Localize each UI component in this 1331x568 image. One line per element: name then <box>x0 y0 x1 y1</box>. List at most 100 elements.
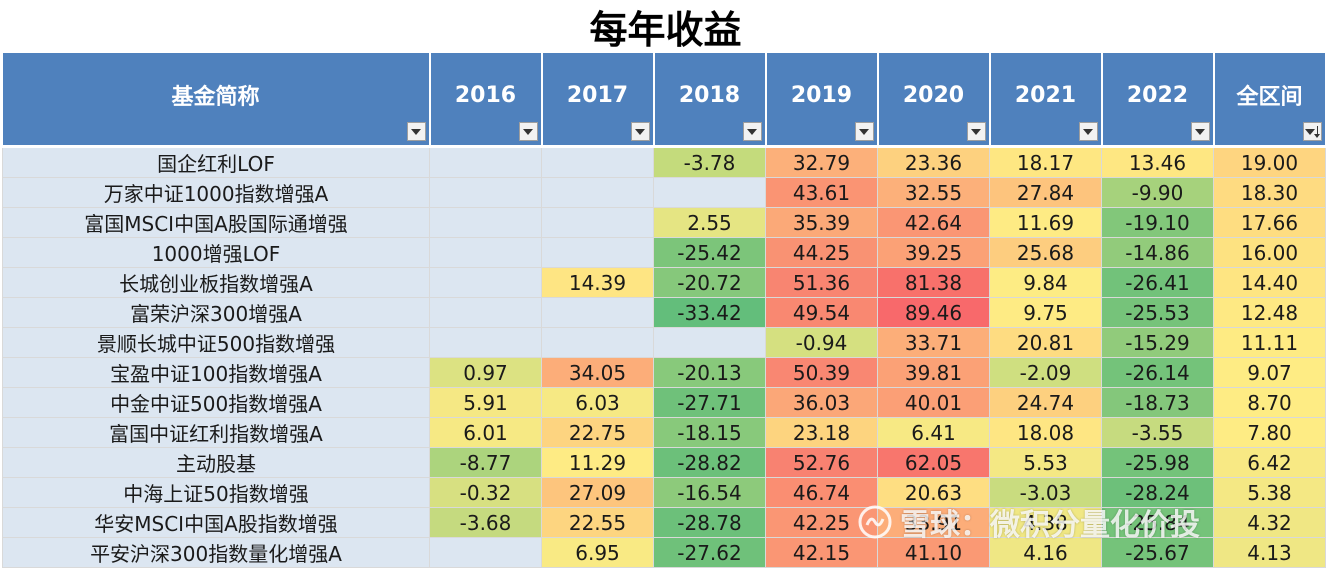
return-cell[interactable]: 4.38 <box>989 507 1102 538</box>
return-cell[interactable] <box>429 177 542 208</box>
fund-name-cell[interactable]: 国企红利LOF <box>2 145 430 178</box>
return-cell[interactable]: 23.18 <box>765 417 878 448</box>
return-cell[interactable]: -25.67 <box>1101 537 1214 568</box>
return-cell[interactable]: 11.29 <box>541 447 654 478</box>
fund-name-cell[interactable]: 平安沪深300指数量化增强A <box>2 537 430 568</box>
return-cell[interactable]: 4.32 <box>1213 507 1326 538</box>
return-cell[interactable]: -3.55 <box>1101 417 1214 448</box>
fund-name-cell[interactable]: 富荣沪深300增强A <box>2 297 430 328</box>
return-cell[interactable]: -28.82 <box>653 447 766 478</box>
return-cell[interactable]: -3.78 <box>653 145 766 178</box>
return-cell[interactable]: 14.40 <box>1213 267 1326 298</box>
return-cell[interactable]: -28.24 <box>1101 477 1214 508</box>
return-cell[interactable]: 18.30 <box>1213 177 1326 208</box>
return-cell[interactable]: -14.86 <box>1101 237 1214 268</box>
return-cell[interactable]: -19.10 <box>1101 207 1214 238</box>
return-cell[interactable]: 8.70 <box>1213 387 1326 418</box>
return-cell[interactable] <box>541 177 654 208</box>
return-cell[interactable]: 42.15 <box>765 537 878 568</box>
return-cell[interactable]: 42.25 <box>765 507 878 538</box>
return-cell[interactable] <box>429 297 542 328</box>
return-cell[interactable]: 0.97 <box>429 357 542 388</box>
return-cell[interactable] <box>429 207 542 238</box>
return-cell[interactable]: 27.84 <box>989 177 1102 208</box>
return-cell[interactable]: 39.81 <box>877 357 990 388</box>
fund-name-cell[interactable]: 中金中证500指数增强A <box>2 387 430 418</box>
return-cell[interactable]: 9.84 <box>989 267 1102 298</box>
return-cell[interactable]: 52.76 <box>765 447 878 478</box>
return-cell[interactable]: 2.55 <box>653 207 766 238</box>
fund-name-cell[interactable]: 景顺长城中证500指数增强 <box>2 327 430 358</box>
return-cell[interactable]: 33.71 <box>877 327 990 358</box>
filter-dropdown-button[interactable] <box>966 122 986 141</box>
return-cell[interactable]: 11.69 <box>989 207 1102 238</box>
return-cell[interactable]: -20.13 <box>653 357 766 388</box>
filter-dropdown-button[interactable] <box>1078 122 1098 141</box>
return-cell[interactable]: 62.05 <box>877 447 990 478</box>
return-cell[interactable]: 51.36 <box>765 267 878 298</box>
return-cell[interactable]: 5.38 <box>1213 477 1326 508</box>
return-cell[interactable]: 35.39 <box>765 207 878 238</box>
return-cell[interactable] <box>653 327 766 358</box>
return-cell[interactable]: 5.53 <box>989 447 1102 478</box>
return-cell[interactable]: 13.46 <box>1101 145 1214 178</box>
return-cell[interactable]: 46.74 <box>765 477 878 508</box>
return-cell[interactable]: 40.01 <box>877 387 990 418</box>
return-cell[interactable]: 14.39 <box>541 267 654 298</box>
fund-name-cell[interactable]: 主动股基 <box>2 447 430 478</box>
return-cell[interactable]: -25.42 <box>653 237 766 268</box>
return-cell[interactable]: 36.03 <box>765 387 878 418</box>
return-cell[interactable] <box>541 327 654 358</box>
return-cell[interactable]: -33.42 <box>653 297 766 328</box>
return-cell[interactable]: 41.10 <box>877 537 990 568</box>
sort-filter-button[interactable] <box>1302 122 1322 141</box>
return-cell[interactable]: 9.07 <box>1213 357 1326 388</box>
return-cell[interactable]: -26.41 <box>1101 267 1214 298</box>
return-cell[interactable]: 7.80 <box>1213 417 1326 448</box>
return-cell[interactable]: -25.53 <box>1101 297 1214 328</box>
filter-dropdown-button[interactable] <box>518 122 538 141</box>
fund-name-cell[interactable]: 中海上证50指数增强 <box>2 477 430 508</box>
return-cell[interactable]: 81.38 <box>877 267 990 298</box>
return-cell[interactable] <box>429 237 542 268</box>
return-cell[interactable]: -2.09 <box>989 357 1102 388</box>
return-cell[interactable] <box>541 297 654 328</box>
return-cell[interactable]: -18.15 <box>653 417 766 448</box>
return-cell[interactable]: -27.71 <box>653 387 766 418</box>
fund-name-cell[interactable]: 华安MSCI中国A股指数增强 <box>2 507 430 538</box>
fund-name-cell[interactable]: 万家中证1000指数增强A <box>2 177 430 208</box>
return-cell[interactable]: -3.68 <box>429 507 542 538</box>
return-cell[interactable]: 42.64 <box>877 207 990 238</box>
return-cell[interactable]: -28.78 <box>653 507 766 538</box>
return-cell[interactable]: 12.48 <box>1213 297 1326 328</box>
return-cell[interactable]: 9.75 <box>989 297 1102 328</box>
return-cell[interactable]: 24.74 <box>989 387 1102 418</box>
filter-dropdown-button[interactable] <box>742 122 762 141</box>
fund-name-cell[interactable]: 富国中证红利指数增强A <box>2 417 430 448</box>
return-cell[interactable]: 50.39 <box>765 357 878 388</box>
return-cell[interactable]: -0.32 <box>429 477 542 508</box>
filter-dropdown-button[interactable] <box>630 122 650 141</box>
return-cell[interactable] <box>429 145 542 178</box>
return-cell[interactable] <box>429 267 542 298</box>
fund-name-cell[interactable]: 富国MSCI中国A股国际通增强 <box>2 207 430 238</box>
return-cell[interactable]: -26.14 <box>1101 357 1214 388</box>
return-cell[interactable]: 25.68 <box>989 237 1102 268</box>
return-cell[interactable]: 34.05 <box>541 357 654 388</box>
return-cell[interactable]: 6.41 <box>877 417 990 448</box>
return-cell[interactable]: -27.62 <box>653 537 766 568</box>
return-cell[interactable]: 4.16 <box>989 537 1102 568</box>
return-cell[interactable]: 18.08 <box>989 417 1102 448</box>
return-cell[interactable]: 22.55 <box>541 507 654 538</box>
return-cell[interactable]: -3.03 <box>989 477 1102 508</box>
return-cell[interactable] <box>541 207 654 238</box>
return-cell[interactable]: 16.00 <box>1213 237 1326 268</box>
filter-dropdown-button[interactable] <box>1190 122 1210 141</box>
return-cell[interactable]: 4.13 <box>1213 537 1326 568</box>
return-cell[interactable]: -15.29 <box>1101 327 1214 358</box>
return-cell[interactable]: -0.94 <box>765 327 878 358</box>
filter-dropdown-button[interactable] <box>854 122 874 141</box>
return-cell[interactable]: 6.01 <box>429 417 542 448</box>
fund-name-cell[interactable]: 1000增强LOF <box>2 237 430 268</box>
return-cell[interactable]: 49.54 <box>765 297 878 328</box>
